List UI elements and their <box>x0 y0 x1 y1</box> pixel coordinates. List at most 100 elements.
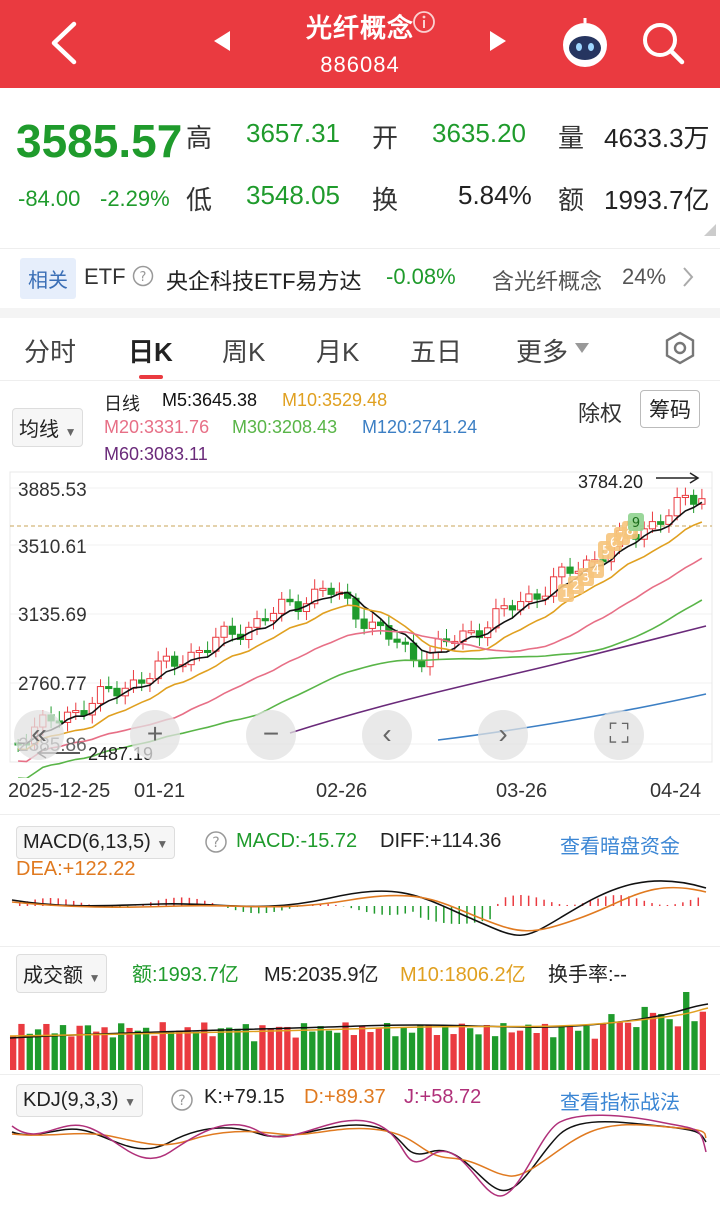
volume-bar <box>350 1035 357 1070</box>
candle-body <box>162 655 171 662</box>
volume-m10: M10:1806.2亿 <box>400 964 526 986</box>
volume-label: 量 <box>558 123 585 153</box>
volume-bar <box>392 1036 399 1070</box>
volume-bar <box>599 1023 607 1070</box>
fullscreen-button[interactable]: ⛶ <box>594 710 644 760</box>
triangle-right-icon[interactable] <box>488 30 508 52</box>
volume-bar <box>483 1024 490 1070</box>
kdj-j-line <box>11 1114 707 1197</box>
info-icon[interactable] <box>412 10 436 34</box>
macd-caret-icon: ▼ <box>156 837 169 851</box>
svg-text:?: ? <box>140 270 147 285</box>
etf-label: ETF <box>84 264 126 289</box>
tab-weekly-k[interactable]: 周K <box>222 337 266 367</box>
y-tick-1: 3885.53 <box>18 480 87 501</box>
ma-select-caret-icon: ▼ <box>64 425 77 439</box>
view-indicator-strategy-link[interactable]: 查看指标战法 <box>560 1092 680 1114</box>
candle-body <box>220 625 228 638</box>
x-tick-2: 01-21 <box>134 780 186 802</box>
kdj-select[interactable]: KDJ(9,3,3) ▼ <box>16 1084 144 1117</box>
chevron-right-icon[interactable] <box>680 266 696 288</box>
tab-intraday[interactable]: 分时 <box>24 337 77 367</box>
zoom-in-button[interactable]: + <box>130 710 180 760</box>
etf-name[interactable]: 央企科技ETF易方达 <box>166 269 362 294</box>
volume-select[interactable]: 成交额 ▼ <box>16 954 108 993</box>
candle-body <box>311 588 319 605</box>
volume-bar <box>259 1025 266 1070</box>
triangle-left-icon[interactable] <box>212 30 232 52</box>
settings-hexagon-icon[interactable] <box>662 330 698 366</box>
back-arrow-icon[interactable] <box>46 20 80 66</box>
corner-arrow-icon[interactable] <box>702 222 718 238</box>
volume-bar <box>76 1025 83 1070</box>
high-value: 3657.31 <box>246 118 340 148</box>
max-arrow-head <box>689 472 700 484</box>
macd-help-icon[interactable]: ? <box>204 830 228 854</box>
chips-button[interactable]: 筹码 <box>640 390 700 428</box>
etf-change: -0.08% <box>386 264 456 289</box>
tab-five-day[interactable]: 五日 <box>410 337 463 367</box>
kdj-j: J:+58.72 <box>404 1086 482 1108</box>
volume-bar <box>408 1032 416 1070</box>
scroll-left-button[interactable]: ‹ <box>362 710 412 760</box>
exright-button[interactable]: 除权 <box>578 401 623 426</box>
volume-bar <box>591 1038 598 1070</box>
volume-bar <box>616 1021 623 1070</box>
concept-label: 含光纤概念 <box>492 269 603 294</box>
candle-body <box>360 618 368 629</box>
candle-body <box>146 678 154 684</box>
volume-bar <box>359 1026 366 1070</box>
sequence-tag-label: 4 <box>592 563 600 578</box>
ma-select[interactable]: 均线 ▼ <box>12 408 84 447</box>
volume-bar <box>558 1026 565 1070</box>
candle-body <box>261 618 269 622</box>
tab-more[interactable]: 更多 <box>516 337 569 367</box>
candle-body <box>657 521 665 525</box>
volume-bar <box>500 1023 507 1070</box>
kdj-chart <box>11 1114 707 1197</box>
volume-bar <box>674 1026 682 1070</box>
search-icon[interactable] <box>640 20 686 66</box>
candle-body <box>72 710 80 714</box>
view-darkpool-link[interactable]: 查看暗盘资金 <box>560 836 680 858</box>
scroll-right-button[interactable]: › <box>478 710 528 760</box>
candle-body <box>286 598 294 603</box>
volume-bar <box>325 1030 333 1070</box>
volume-bar <box>242 1024 249 1070</box>
sequence-tag-label: 5 <box>602 544 610 559</box>
volume-bar <box>575 1030 582 1070</box>
help-icon[interactable]: ? <box>132 265 154 287</box>
robot-assistant-icon[interactable] <box>558 16 612 70</box>
caret-down-icon <box>575 343 589 353</box>
candle-body <box>681 494 690 499</box>
sequence-tag-box <box>628 513 644 531</box>
volume-bar <box>608 1014 615 1070</box>
volume-bar <box>383 1023 391 1070</box>
candle-body <box>228 625 236 635</box>
candle-body <box>525 593 533 603</box>
ma-m10: M10:3529.48 <box>282 390 388 410</box>
page-title: 光纤概念 <box>305 13 414 43</box>
low-value: 3548.05 <box>246 180 340 210</box>
zoom-out-full-button[interactable]: « <box>14 710 64 760</box>
tab-monthly-k[interactable]: 月K <box>316 337 360 367</box>
tab-daily-k[interactable]: 日K <box>128 337 173 367</box>
volume-bar <box>51 1033 58 1070</box>
volume-bar <box>292 1037 299 1070</box>
price-change: -84.00 <box>18 186 81 211</box>
related-etf-bar[interactable]: 相关 ETF ? 央企科技ETF易方达 -0.08% 含光纤概念 24% <box>0 250 720 306</box>
diff-line <box>11 880 707 936</box>
volume-bar <box>375 1028 382 1070</box>
x-tick-5: 04-24 <box>650 780 702 802</box>
kdj-caret-icon: ▼ <box>124 1095 137 1109</box>
svg-text:?: ? <box>212 835 219 851</box>
macd-select[interactable]: MACD(6,13,5) ▼ <box>16 826 176 859</box>
sequence-tag-label: 9 <box>632 516 640 531</box>
volume-turnover: 换手率:-- <box>548 964 627 986</box>
ma-m60: M60:3083.11 <box>104 444 208 464</box>
zoom-out-button[interactable]: − <box>246 710 296 760</box>
volume-bar <box>26 1033 33 1070</box>
kdj-help-icon[interactable]: ? <box>170 1088 194 1112</box>
volume-bar <box>101 1027 108 1070</box>
chart-frame <box>9 471 713 763</box>
